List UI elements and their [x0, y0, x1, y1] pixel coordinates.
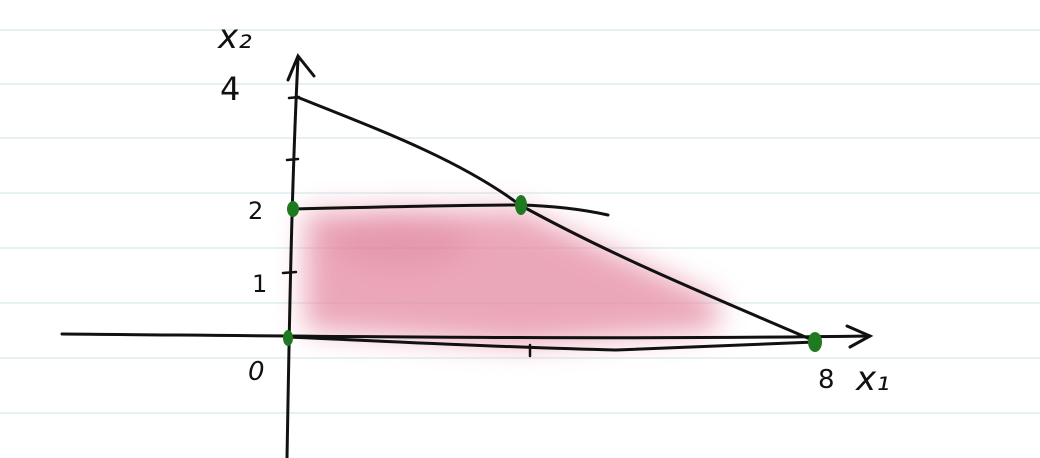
x-axis [60, 332, 872, 340]
vertex-marker [808, 332, 822, 352]
x-axis-arrow-head [845, 324, 874, 349]
vertex-marker [283, 330, 293, 346]
x-axis-label: x₁ [855, 359, 890, 399]
y-tick-label-1: 1 [252, 270, 267, 298]
vertex-marker [287, 201, 299, 217]
vertex-marker [515, 195, 527, 215]
constraint-lines [286, 95, 819, 352]
axis-labels: x₂ x₁ [217, 17, 890, 399]
y-tick-label-4: 4 [220, 70, 240, 108]
origin-label: 0 [248, 357, 265, 387]
y-tick-label-2: 2 [248, 197, 263, 225]
axes [60, 53, 874, 458]
feasible-region [305, 210, 720, 345]
constraint-line-x2-le-2 [291, 203, 610, 217]
y-axis-label: x₂ [217, 17, 252, 57]
constraint-line-x1-plus-2x2-le-8 [295, 95, 819, 344]
y-axis [285, 56, 300, 458]
vertex-markers [283, 195, 822, 352]
lower-boundary [286, 335, 817, 352]
y-axis-arrow-head [286, 53, 316, 82]
tick-labels: 4 2 1 0 8 [220, 70, 835, 395]
x-tick-label-8: 8 [818, 365, 835, 395]
